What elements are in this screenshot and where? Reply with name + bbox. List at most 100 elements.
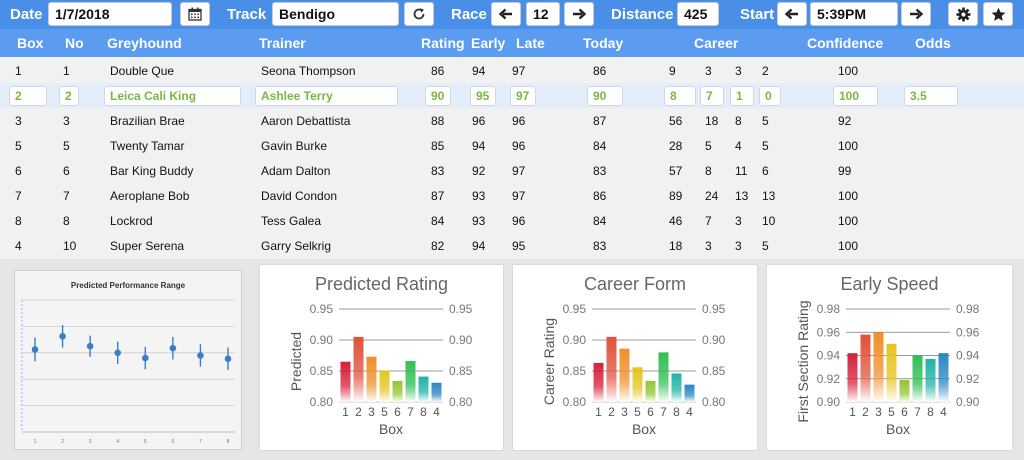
x-tick-label: 4: [433, 405, 440, 419]
calendar-button[interactable]: [180, 2, 210, 26]
table-row[interactable]: 5 5 Twenty Tamar Gavin Burke 85 94 96 84 28 5 4 5 10…: [0, 133, 1024, 158]
column-header-rating[interactable]: Rating: [421, 35, 465, 51]
settings-button[interactable]: [948, 2, 978, 26]
runner-early[interactable]: 95: [470, 86, 496, 106]
y-tick-label-right: 0.95: [702, 302, 726, 316]
data-point: [169, 344, 177, 352]
start-prev-button[interactable]: [777, 2, 807, 26]
runner-career-starts: 56: [669, 114, 683, 128]
runner-odds[interactable]: 3.5: [904, 86, 958, 106]
column-header-trainer[interactable]: Trainer: [259, 35, 306, 51]
track-label: Track: [227, 6, 267, 23]
runner-rating: 83: [431, 164, 445, 178]
favourite-button[interactable]: [983, 2, 1013, 26]
runner-greyhound[interactable]: Leica Cali King: [104, 86, 241, 106]
runner-rating[interactable]: 90: [425, 86, 451, 106]
runner-confidence: 100: [838, 64, 859, 78]
x-tick-label: 2: [608, 405, 615, 419]
column-header-box[interactable]: Box: [17, 35, 44, 51]
distance-field[interactable]: 425: [677, 2, 719, 26]
race-next-button[interactable]: [564, 2, 594, 26]
x-tick-label: 1: [595, 405, 602, 419]
table-row[interactable]: 7 7 Aeroplane Bob David Condon 87 93 97 86 89 24 1…: [0, 183, 1024, 208]
column-header-career[interactable]: Career: [694, 35, 739, 51]
runner-trainer: Tess Galea: [261, 214, 322, 228]
runner-trainer[interactable]: Ashlee Terry: [255, 86, 398, 106]
x-tick-label: 8: [927, 405, 934, 419]
x-tick-label: 8: [420, 405, 427, 419]
x-tick-label: 5: [144, 439, 147, 445]
table-header: Box No Greyhound Trainer Rating Early La…: [0, 29, 1024, 57]
date-field[interactable]: 1/7/2018: [48, 2, 172, 26]
runner-greyhound: Double Que: [110, 64, 175, 78]
table-row[interactable]: 3 3 Brazilian Brae Aaron Debattista 88 96 96 87…: [0, 108, 1024, 133]
runner-career-thirds[interactable]: 0: [759, 86, 781, 106]
x-tick-label: 5: [634, 405, 641, 419]
y-tick-label-right: 0.80: [702, 395, 726, 409]
bar: [340, 361, 351, 402]
runner-trainer: Adam Dalton: [261, 164, 331, 178]
track-field[interactable]: Bendigo: [272, 2, 399, 26]
column-header-today[interactable]: Today: [583, 35, 624, 51]
start-time-field[interactable]: 5:39PM: [810, 2, 898, 26]
table-row[interactable]: 8 8 Lockrod Tess Galea 84 93 96 84 46 7 3 10 100: [0, 208, 1024, 233]
runner-trainer: Garry Selkrig: [261, 239, 332, 253]
table-row-selected[interactable]: 2 2 Leica Cali King Ashlee Terry 90 95 97 90 8 7 1…: [0, 83, 1024, 108]
runner-rating: 84: [431, 214, 445, 228]
runner-late: 96: [512, 114, 526, 128]
y-tick-label-right: 0.85: [702, 364, 726, 378]
column-header-late[interactable]: Late: [516, 35, 545, 51]
runner-box: 8: [15, 214, 22, 228]
bar: [593, 362, 604, 402]
runner-trainer: Gavin Burke: [261, 139, 328, 153]
predicted-performance-range-svg: Predicted Performance Range 1 2 3 4 5 6 7 8: [21, 281, 235, 445]
table-row[interactable]: 1 1 Double Que Seona Thompson 86 94 97 86 9 3 3 2 10…: [0, 58, 1024, 83]
runner-career-wins: 3: [705, 64, 712, 78]
x-tick-label: 6: [647, 405, 654, 419]
y-tick-label-left: 0.98: [817, 302, 841, 316]
table-row[interactable]: 6 6 Bar King Buddy Adam Dalton 83 92 97 83 57 8 11…: [0, 158, 1024, 183]
runner-today[interactable]: 90: [587, 86, 623, 106]
x-axis-label: Box: [632, 421, 656, 437]
x-tick-label: 1: [342, 405, 349, 419]
data-point: [197, 352, 204, 359]
x-tick-label: 6: [171, 439, 174, 445]
column-header-greyhound[interactable]: Greyhound: [107, 35, 182, 51]
runner-number[interactable]: 2: [59, 86, 79, 106]
column-header-no[interactable]: No: [65, 35, 84, 51]
x-tick-label: 4: [116, 439, 119, 445]
race-prev-button[interactable]: [491, 2, 521, 26]
runner-number: 5: [63, 139, 70, 153]
runner-box: 1: [15, 64, 22, 78]
x-tick-label: 1: [34, 439, 37, 445]
runner-trainer: Aaron Debattista: [261, 114, 351, 128]
runner-career-seconds[interactable]: 1: [730, 86, 754, 106]
runners-table: 1 1 Double Que Seona Thompson 86 94 97 86 9 3 3 2 10…: [0, 57, 1024, 259]
runner-career-thirds: 5: [762, 139, 769, 153]
runner-early: 92: [472, 164, 486, 178]
column-header-early[interactable]: Early: [471, 35, 506, 51]
runner-confidence: 99: [838, 164, 852, 178]
runner-late: 96: [512, 139, 526, 153]
runner-rating: 85: [431, 139, 445, 153]
column-header-odds[interactable]: Odds: [915, 35, 951, 51]
x-axis-label: Box: [379, 421, 403, 437]
runner-late[interactable]: 97: [510, 86, 536, 106]
early-speed-chart: 0.98 0.98 0.96 0.96 0.94 0.94 0.92 0.92 0.90 0.90…: [795, 300, 980, 437]
data-point: [86, 342, 94, 350]
runner-late: 97: [512, 64, 526, 78]
start-next-button[interactable]: [901, 2, 931, 26]
runner-career-starts[interactable]: 8: [664, 86, 696, 106]
column-header-confidence[interactable]: Confidence: [807, 35, 884, 51]
runner-late: 97: [512, 164, 526, 178]
bar: [619, 348, 630, 402]
runner-greyhound: Aeroplane Bob: [110, 189, 190, 203]
race-field[interactable]: 12: [526, 2, 560, 26]
runner-box[interactable]: 2: [9, 86, 47, 106]
table-row[interactable]: 4 10 Super Serena Garry Selkrig 82 94 95 83 18 3 3…: [0, 233, 1024, 258]
runner-confidence[interactable]: 100: [833, 86, 878, 106]
refresh-button[interactable]: [404, 2, 434, 26]
runner-career-wins[interactable]: 7: [700, 86, 724, 106]
runner-career-starts: 28: [669, 139, 683, 153]
date-label: Date: [10, 6, 43, 23]
